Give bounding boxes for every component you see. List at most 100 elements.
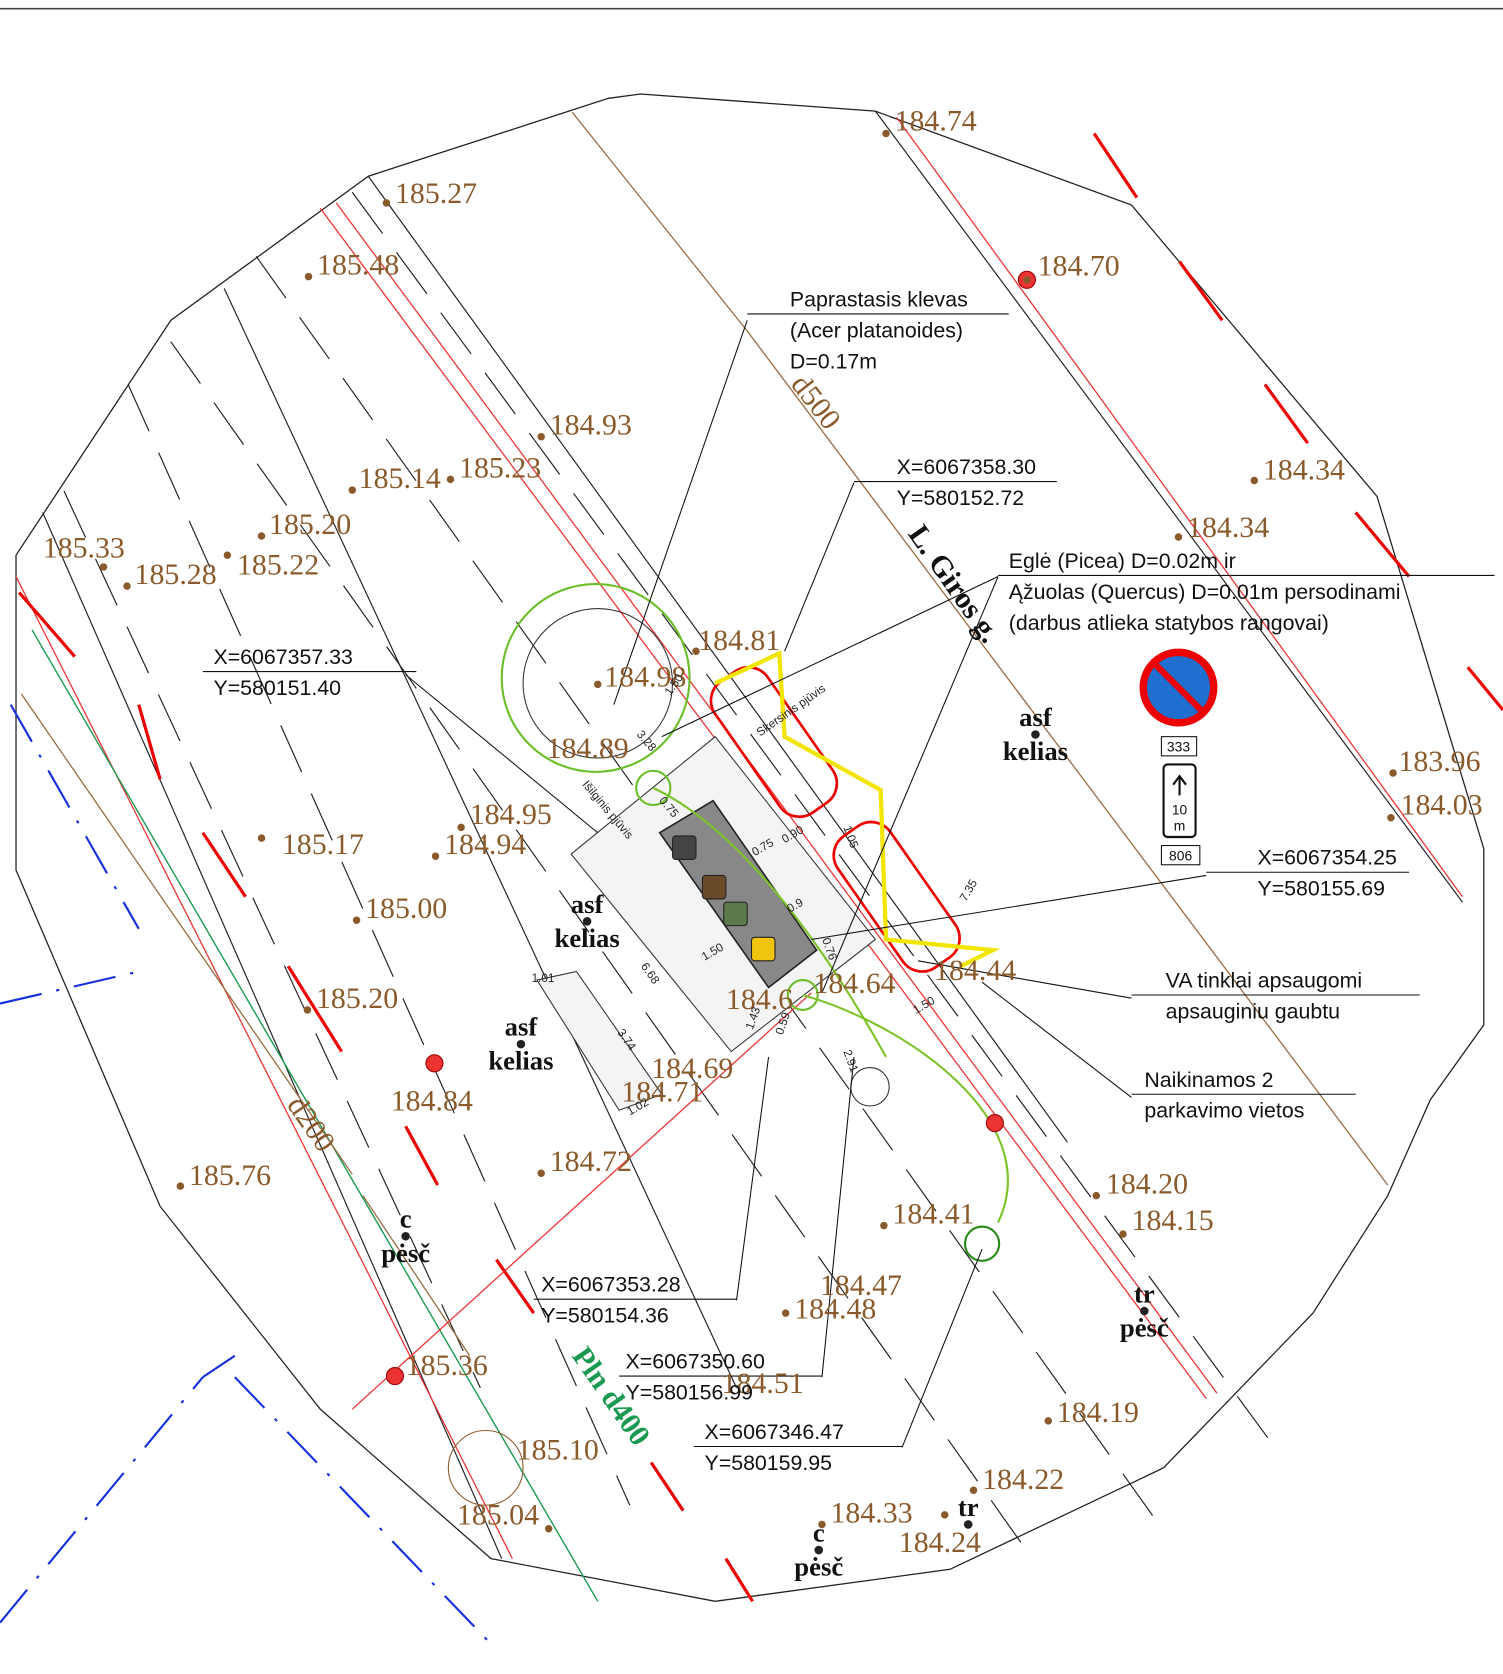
- note-text: Paprastasis klevas: [790, 287, 968, 311]
- line: [811, 874, 1207, 941]
- sign-text: 333: [1167, 739, 1190, 755]
- place-label: kelias: [554, 923, 619, 953]
- note-text: Y=580151.40: [213, 676, 341, 700]
- note-text: X=6067353.28: [541, 1273, 680, 1297]
- elevation-point: [352, 916, 361, 924]
- elevation-point: [818, 1520, 826, 1529]
- survey-boundary: [15, 93, 1485, 1602]
- elevation-point: [781, 1309, 790, 1317]
- elevation-label: 184.93: [550, 409, 632, 442]
- line: [170, 341, 1026, 1549]
- pipe-label: d200: [280, 1090, 341, 1158]
- work-area-2: [536, 970, 663, 1111]
- elevation-label: 184.72: [550, 1145, 632, 1178]
- place-label: asf: [571, 889, 605, 919]
- elevation-point: [1119, 1230, 1127, 1238]
- container: [658, 799, 818, 989]
- elevation-label: 185.00: [365, 892, 447, 925]
- well: [447, 1429, 524, 1506]
- bin: [701, 874, 727, 900]
- elevation-point: [544, 1524, 553, 1533]
- line: [649, 1461, 685, 1512]
- line: [202, 1354, 236, 1379]
- line: [31, 629, 599, 1602]
- tree-inner: [522, 608, 674, 759]
- hydrant: [985, 1114, 1004, 1133]
- elevation-point: [303, 1006, 312, 1014]
- elevation-label: 185.20: [316, 982, 398, 1015]
- note-text: Naikinamos 2: [1144, 1068, 1273, 1092]
- elevation-label: 184.20: [1106, 1168, 1188, 1201]
- elevation-point: [223, 551, 232, 559]
- elevation-label: 184.15: [1132, 1204, 1214, 1237]
- note-text: Eglė (Picea) D=0.02m ir: [1009, 549, 1236, 573]
- elevation-point: [257, 834, 266, 842]
- elevation-point: [594, 680, 602, 689]
- line: [351, 191, 1271, 1442]
- elevation-point: [257, 532, 266, 540]
- elevation-label: 185.20: [269, 508, 351, 541]
- line: [405, 674, 599, 834]
- elevation-point: [304, 272, 313, 281]
- note-text: VA tinklai apsaugomi: [1166, 969, 1362, 993]
- elevation-label: 184.41: [892, 1197, 974, 1230]
- note-text: X=6067357.33: [213, 645, 352, 669]
- line: [351, 992, 812, 1410]
- line: [127, 384, 631, 1506]
- elevation-point: [1387, 814, 1395, 822]
- sign-text: m: [1174, 818, 1186, 834]
- arrow: [1172, 774, 1187, 796]
- line: [223, 288, 738, 1389]
- line: [1178, 260, 1224, 322]
- elevation-label: 184.22: [982, 1463, 1064, 1496]
- elevation-point: [1174, 533, 1183, 541]
- note-text: parkavimo vietos: [1144, 1099, 1304, 1123]
- bin: [723, 901, 748, 927]
- place-label: asf: [1019, 702, 1053, 732]
- line: [42, 512, 503, 1559]
- elevation-label: 184.89: [547, 732, 629, 765]
- bin: [671, 835, 697, 860]
- note-text: (Acer platanoides): [790, 318, 963, 342]
- note-text: Y=580155.69: [1257, 877, 1385, 901]
- line: [746, 330, 1389, 1186]
- line: [18, 591, 76, 658]
- elevation-label: 184.64: [813, 967, 895, 1000]
- line: [821, 576, 999, 994]
- note-text: Y=580156.99: [626, 1381, 754, 1405]
- note-text: X=6067358.30: [897, 455, 1037, 479]
- elevation-label: 185.27: [395, 177, 477, 210]
- dimension: Skersinis pjūvis: [754, 682, 828, 739]
- elevation-label: 185.23: [459, 451, 541, 484]
- place-label: kelias: [1003, 736, 1068, 766]
- point: [516, 1039, 526, 1049]
- line: [201, 831, 247, 898]
- line: [20, 693, 353, 1175]
- line: [0, 1376, 204, 1624]
- tree-move: [652, 786, 1009, 1223]
- bin: [750, 936, 776, 962]
- sign-plate: [1162, 763, 1197, 839]
- pipe-label: L. Giros g.: [902, 519, 1007, 649]
- car: [832, 820, 961, 973]
- elevation-label: 185.04: [457, 1498, 539, 1531]
- elevation-label: 184.44: [934, 954, 1016, 987]
- place-label: c: [813, 1518, 825, 1548]
- elevation-label: 184.6: [726, 983, 793, 1016]
- line: [1152, 661, 1205, 714]
- elevation-label: 185.10: [517, 1433, 599, 1466]
- dimension: 7.35: [957, 877, 980, 904]
- elevation-label: 184.98: [604, 660, 686, 693]
- elevation-label: 184.70: [1038, 250, 1120, 283]
- elevation-point: [1250, 476, 1259, 485]
- line: [1092, 132, 1139, 199]
- elevation-label: 184.34: [1263, 453, 1345, 486]
- point: [1140, 1306, 1149, 1316]
- point: [1031, 730, 1040, 739]
- point: [963, 1520, 973, 1529]
- elevation-label: 184.81: [698, 624, 780, 657]
- line: [874, 110, 1463, 903]
- line: [362, 1195, 471, 1357]
